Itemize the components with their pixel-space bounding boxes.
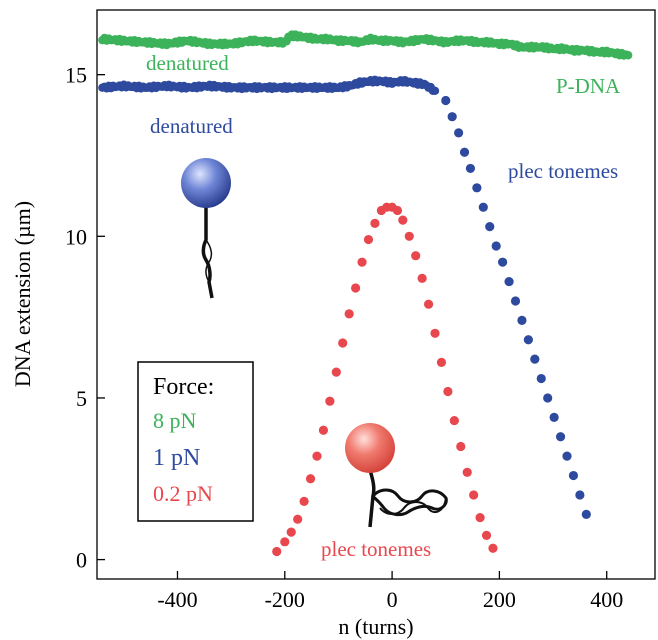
legend-entry-02pn: 0.2 pN	[153, 481, 213, 506]
data-point	[404, 231, 414, 241]
annotation-plectonemes-02pn: plec tonemes	[321, 537, 431, 561]
data-point	[299, 496, 309, 507]
data-point	[504, 276, 514, 287]
data-point	[305, 474, 316, 484]
red-bead	[345, 423, 395, 473]
series-0	[98, 30, 633, 60]
data-point	[351, 283, 361, 293]
data-point	[472, 183, 482, 193]
data-point	[430, 86, 440, 96]
data-point	[293, 514, 303, 524]
data-point	[447, 112, 457, 122]
y-tick-label: 0	[76, 548, 87, 573]
data-point	[475, 512, 485, 523]
data-point	[456, 441, 466, 452]
data-point	[331, 367, 341, 377]
data-point	[549, 412, 559, 422]
data-point	[370, 218, 380, 228]
x-tick-label: 0	[387, 587, 398, 612]
data-point	[344, 309, 354, 319]
data-point	[357, 257, 367, 267]
annotation-denatured-8pn: denatured	[146, 51, 229, 75]
data-point	[462, 467, 472, 477]
x-tick-label: -400	[157, 587, 197, 612]
plectoneme-coil-back	[379, 497, 447, 515]
data-point	[555, 432, 566, 442]
data-point	[623, 51, 633, 60]
data-point	[488, 543, 498, 553]
x-tick-label: 400	[590, 587, 623, 612]
data-point	[491, 241, 501, 251]
data-point	[430, 328, 440, 338]
data-point	[562, 451, 572, 461]
data-point	[272, 546, 282, 557]
plot-frame	[96, 9, 656, 580]
red-bead-illustration	[345, 423, 448, 528]
data-point	[530, 354, 540, 364]
y-tick-label: 5	[76, 386, 87, 411]
data-point	[478, 202, 488, 212]
data-point	[398, 215, 408, 225]
data-point	[286, 527, 296, 537]
data-point	[485, 222, 495, 232]
y-tick-label: 15	[65, 63, 87, 88]
legend-box	[137, 361, 254, 522]
data-point	[568, 470, 579, 481]
data-point	[417, 273, 427, 283]
annotation-denatured-1pn: denatured	[150, 114, 233, 138]
data-point	[443, 386, 453, 397]
data-point	[318, 425, 329, 435]
data-point	[423, 299, 434, 309]
dna-strand-denatured	[201, 206, 214, 299]
data-point	[459, 147, 470, 157]
x-axis-label: n (turns)	[338, 614, 413, 639]
data-point	[465, 163, 476, 174]
data-point	[581, 509, 591, 519]
data-point	[449, 415, 459, 426]
annotation-plectonemes-1pn: plec tonemes	[508, 159, 618, 183]
data-point	[481, 530, 492, 540]
data-point	[441, 95, 451, 106]
axis-ticks: -400 -200 0 200 400 0 5 10 15	[65, 63, 623, 612]
data-point	[436, 357, 447, 367]
data-point	[454, 128, 464, 138]
data-point	[325, 396, 335, 406]
data-point	[312, 451, 322, 461]
data-point	[280, 537, 290, 547]
blue-bead	[181, 158, 231, 208]
x-tick-label: -200	[265, 587, 305, 612]
data-point	[517, 315, 527, 325]
data-point	[469, 490, 479, 500]
data-point	[338, 338, 348, 348]
data-point	[363, 234, 374, 245]
legend-entry-8pn: 8 pN	[153, 408, 197, 433]
legend-title: Force:	[153, 374, 214, 400]
legend: Force: 8 pN 1 pN 0.2 pN	[137, 361, 254, 522]
data-point	[498, 257, 508, 267]
series-2	[441, 95, 591, 519]
data-point	[392, 205, 403, 216]
data-point	[543, 393, 553, 403]
data-point	[575, 490, 585, 500]
data-point	[536, 373, 546, 384]
data-point	[523, 335, 533, 345]
data-point	[510, 296, 521, 306]
dna-bubble	[205, 239, 213, 283]
series-3	[272, 202, 498, 557]
x-tick-label: 200	[483, 587, 516, 612]
blue-bead-illustration	[181, 158, 231, 299]
data-point	[411, 251, 421, 261]
y-axis-label: DNA extension (µm)	[10, 201, 35, 387]
series-1	[98, 75, 440, 96]
legend-entry-1pn: 1 pN	[153, 445, 200, 471]
annotation-pdna: P-DNA	[556, 74, 621, 98]
y-tick-label: 10	[65, 224, 87, 249]
data-series	[98, 30, 633, 557]
